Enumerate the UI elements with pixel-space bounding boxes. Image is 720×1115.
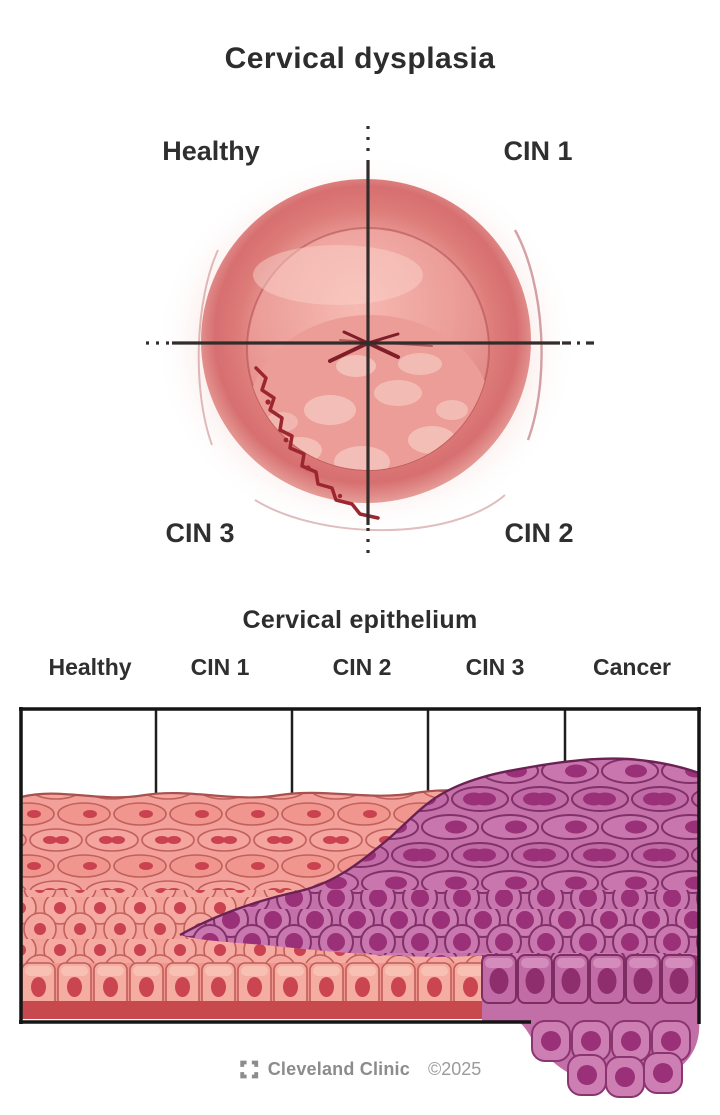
ring-fold-line (513, 229, 543, 441)
basal-layer-dysplastic (481, 954, 697, 1004)
basal-layer-healthy (21, 962, 488, 1008)
dysplasia-surface-line (179, 757, 700, 937)
quadrant-label-cin1: CIN 1 (503, 136, 573, 166)
stage-label-cancer: Cancer (593, 654, 671, 680)
stage-label-cin1: CIN 1 (190, 654, 250, 680)
ring-fold-line (254, 494, 506, 532)
diagram-frame (19, 707, 701, 1024)
page-title: Cervical dysplasia (224, 42, 496, 75)
epithelium-title: Cervical epithelium (242, 606, 478, 634)
quadrant-label-healthy: Healthy (162, 136, 260, 166)
lesion-spot (265, 399, 271, 405)
stage-label-cin2: CIN 2 (332, 654, 392, 680)
epithelium-figure (0, 645, 720, 1115)
quadrant-label-cin2: CIN 2 (504, 518, 574, 548)
ring-fold-line (197, 249, 219, 446)
cleveland-clinic-logo-icon (240, 1060, 259, 1079)
lesion-spot (283, 437, 289, 443)
epithelium-illustration (19, 707, 701, 1098)
lesion-spot (337, 493, 343, 499)
stage-label-cin3: CIN 3 (465, 654, 525, 680)
face-highlight (253, 245, 423, 305)
quadrant-label-cin3: CIN 3 (165, 518, 235, 548)
epithelium-surface-line (20, 789, 521, 799)
stage-label-healthy: Healthy (48, 654, 132, 680)
lesion-spot (305, 465, 311, 471)
footer-brand: Cleveland Clinic ©2025 (239, 1059, 482, 1080)
lesion-jagged-edge (254, 366, 380, 520)
crosshair (146, 126, 594, 560)
copyright-text: ©2025 (427, 1059, 482, 1079)
colposcopy-figure: Healthy CIN 1 CIN 3 CIN 2 (0, 110, 720, 580)
colposcopy-illustration (146, 126, 594, 560)
brand-name: Cleveland Clinic (267, 1059, 410, 1079)
